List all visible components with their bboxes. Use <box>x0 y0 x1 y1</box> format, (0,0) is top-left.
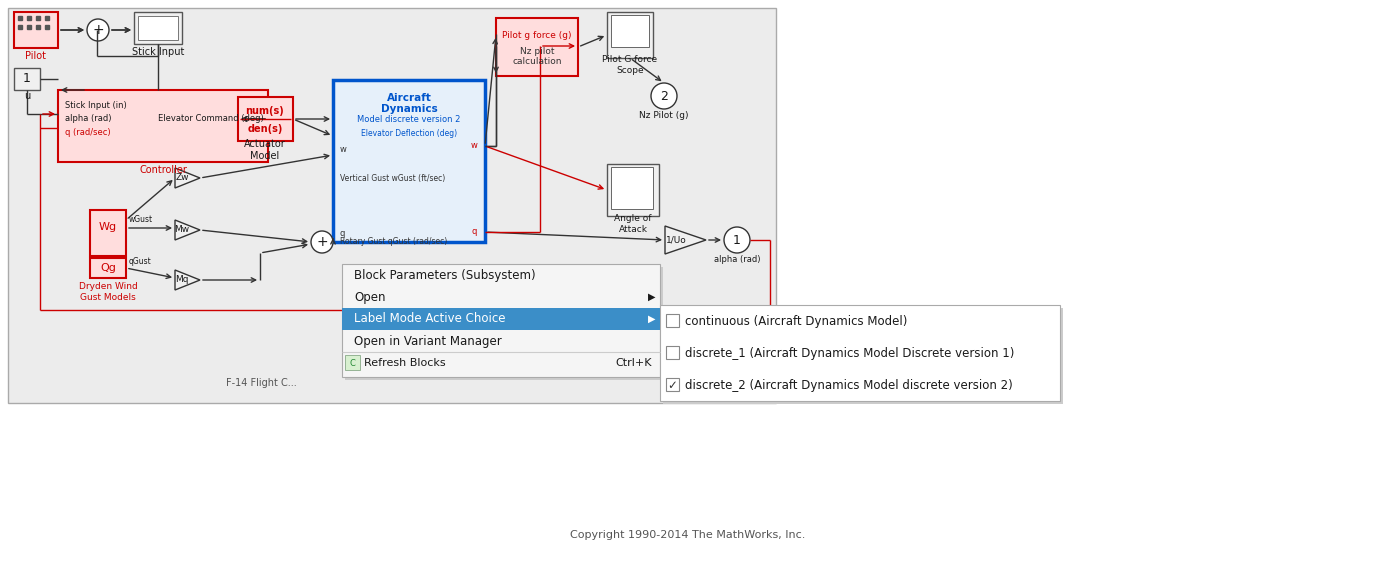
Text: Open: Open <box>354 290 386 304</box>
Text: Pilot: Pilot <box>26 51 47 61</box>
Text: Pilot g force (g): Pilot g force (g) <box>503 31 571 40</box>
Bar <box>8 8 777 403</box>
Text: continuous (Aircraft Dynamics Model): continuous (Aircraft Dynamics Model) <box>684 314 907 328</box>
Text: Zw: Zw <box>175 174 189 182</box>
Bar <box>341 264 660 377</box>
Text: q: q <box>471 227 476 237</box>
Text: Angle of
Attack: Angle of Attack <box>614 215 651 234</box>
Bar <box>346 267 662 380</box>
Bar <box>660 305 1060 401</box>
Bar <box>611 167 653 209</box>
Bar <box>58 90 269 162</box>
Bar <box>666 378 679 391</box>
Polygon shape <box>665 226 706 254</box>
Text: calculation: calculation <box>512 58 562 66</box>
Text: Label Mode Active Choice: Label Mode Active Choice <box>354 312 505 325</box>
Bar <box>496 18 578 76</box>
Text: Copyright 1990-2014 The MathWorks, Inc.: Copyright 1990-2014 The MathWorks, Inc. <box>570 530 806 540</box>
Bar <box>666 346 679 359</box>
Text: Vertical Gust wGust (ft/sec): Vertical Gust wGust (ft/sec) <box>340 174 445 182</box>
Circle shape <box>651 83 677 109</box>
Text: Block Parameters (Subsystem): Block Parameters (Subsystem) <box>354 269 536 282</box>
Text: F-14 Flight C...: F-14 Flight C... <box>226 378 297 388</box>
Text: num(s): num(s) <box>245 106 285 116</box>
Bar <box>666 314 679 327</box>
Bar <box>333 80 485 242</box>
Text: Nz pilot: Nz pilot <box>519 47 555 57</box>
Text: Controller: Controller <box>139 165 187 175</box>
Text: q (rad/sec): q (rad/sec) <box>65 128 110 137</box>
Text: alpha (rad): alpha (rad) <box>713 255 760 265</box>
Circle shape <box>311 231 333 253</box>
Text: alpha (rad): alpha (rad) <box>65 114 112 123</box>
Text: Dryden Wind
Gust Models: Dryden Wind Gust Models <box>78 282 138 301</box>
Text: Elevator Command (deg): Elevator Command (deg) <box>158 114 264 123</box>
Text: Rotary Gust qGust (rad/sec): Rotary Gust qGust (rad/sec) <box>340 237 448 247</box>
Bar <box>14 68 40 90</box>
Bar <box>607 164 660 216</box>
Text: Dynamics: Dynamics <box>380 104 438 114</box>
Circle shape <box>87 19 109 41</box>
Text: u: u <box>23 91 30 101</box>
Text: Refresh Blocks: Refresh Blocks <box>364 358 446 368</box>
Text: Stick Input (in): Stick Input (in) <box>65 101 127 110</box>
Text: +: + <box>92 23 103 37</box>
Text: wGust: wGust <box>129 216 153 224</box>
Text: qGust: qGust <box>129 258 151 266</box>
Text: w: w <box>340 146 347 154</box>
Text: den(s): den(s) <box>248 124 282 134</box>
Circle shape <box>724 227 750 253</box>
Text: 1: 1 <box>733 234 741 247</box>
Text: Mw: Mw <box>175 226 190 234</box>
Bar <box>341 308 660 330</box>
Bar <box>346 355 359 370</box>
Text: discrete_1 (Aircraft Dynamics Model Discrete version 1): discrete_1 (Aircraft Dynamics Model Disc… <box>684 346 1015 360</box>
Text: ▶: ▶ <box>649 314 655 324</box>
Text: ✓: ✓ <box>666 378 677 392</box>
Bar <box>134 12 182 44</box>
Text: Wg: Wg <box>99 222 117 232</box>
Text: w: w <box>471 142 478 150</box>
Text: discrete_2 (Aircraft Dynamics Model discrete version 2): discrete_2 (Aircraft Dynamics Model disc… <box>684 378 1012 392</box>
Text: Nz Pilot (g): Nz Pilot (g) <box>639 111 688 121</box>
Bar <box>238 97 293 141</box>
Bar <box>90 258 127 278</box>
Bar <box>14 12 58 48</box>
Text: Mq: Mq <box>175 276 189 285</box>
Bar <box>662 308 1063 404</box>
Text: Ctrl+K: Ctrl+K <box>616 358 651 368</box>
Text: Pilot G force
Scope: Pilot G force Scope <box>603 55 658 75</box>
Text: Aircraft: Aircraft <box>387 93 431 103</box>
Polygon shape <box>175 220 200 240</box>
Polygon shape <box>175 270 200 290</box>
Text: Actuator
Model: Actuator Model <box>244 139 286 161</box>
Bar <box>611 15 649 47</box>
Text: C: C <box>348 359 355 367</box>
Text: Elevator Deflection (deg): Elevator Deflection (deg) <box>361 128 457 138</box>
Text: q: q <box>340 230 346 238</box>
Text: Stick Input: Stick Input <box>132 47 185 57</box>
Text: Model discrete version 2: Model discrete version 2 <box>357 115 461 125</box>
Text: 2: 2 <box>660 90 668 103</box>
Bar <box>607 12 653 58</box>
Polygon shape <box>175 168 200 188</box>
Bar <box>90 210 127 256</box>
Text: +: + <box>317 235 328 249</box>
Text: 1: 1 <box>23 72 30 86</box>
Text: 1/Uo: 1/Uo <box>665 236 686 244</box>
Text: Open in Variant Manager: Open in Variant Manager <box>354 335 501 347</box>
Bar <box>138 16 178 40</box>
Text: ▶: ▶ <box>649 292 655 302</box>
Text: Qg: Qg <box>101 263 116 273</box>
